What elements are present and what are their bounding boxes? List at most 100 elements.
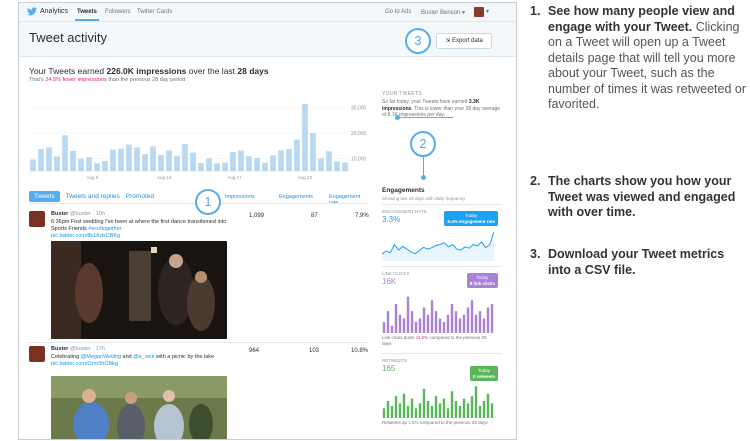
engagement-rate-value: 3.3% xyxy=(382,215,401,224)
mini-bar xyxy=(402,318,406,333)
mini-bar xyxy=(438,403,442,418)
instruction-rest: Clicking on a Tweet will open up a Tweet… xyxy=(548,19,746,112)
x-tick-label: Aug 16 xyxy=(157,175,172,180)
note-change: 11.0% xyxy=(415,335,429,340)
sparkline-area xyxy=(382,231,494,261)
bar xyxy=(150,146,156,171)
go-to-ads-link[interactable]: Go to Ads xyxy=(385,9,412,15)
sparkline xyxy=(382,231,494,255)
mini-bar xyxy=(418,318,422,333)
impressions-value: 964 xyxy=(249,348,260,354)
tab-tweets[interactable]: Tweets xyxy=(29,191,60,202)
nav-tab-followers[interactable]: Followers xyxy=(105,9,131,15)
chevron-down-icon[interactable]: ▾ xyxy=(486,9,490,15)
tab-promoted[interactable]: Promoted xyxy=(125,193,154,200)
tab-tweets-and-replies[interactable]: Tweets and replies xyxy=(65,193,120,200)
engagements-title: Engagements xyxy=(382,187,425,194)
hashtag-link[interactable]: #ecoltogether xyxy=(88,226,122,232)
pic-link[interactable]: pic.twitter.com/Orro5lrCBkg xyxy=(51,361,118,367)
mini-bar xyxy=(486,307,490,333)
mention-link[interactable]: @MeganWelling xyxy=(80,354,122,360)
bar xyxy=(134,147,140,171)
tweet-text: Celebrating @MeganWelling and @e_wsk wit… xyxy=(51,354,231,368)
bar xyxy=(222,162,228,171)
tweet-author[interactable]: Buster @buster · 17h xyxy=(51,346,105,352)
bar xyxy=(230,152,236,171)
mini-bar xyxy=(434,311,438,333)
avatar[interactable] xyxy=(474,7,484,17)
mini-bar xyxy=(482,401,486,418)
instruction-bold: The charts show you how your Tweet was v… xyxy=(548,174,736,219)
avatar[interactable] xyxy=(29,211,45,227)
instruction-body: Download your Tweet metrics into a CSV f… xyxy=(548,247,748,278)
x-tick-label: Aug 23 xyxy=(298,175,313,180)
brand[interactable]: Analytics xyxy=(27,7,68,16)
tweet-body-b: and xyxy=(121,354,134,360)
page-title: Tweet activity xyxy=(29,30,108,45)
analytics-window: Analytics Tweets Followers Twitter Cards… xyxy=(18,2,517,440)
engagement-rate-sparkline xyxy=(382,231,494,261)
callout-connector xyxy=(423,155,424,177)
tweet-text: 6:36pm First wedding I've been at where … xyxy=(51,219,231,240)
mini-bar xyxy=(490,303,494,333)
mini-bar xyxy=(398,314,402,333)
your-tweets-bold: 3.3K impressions xyxy=(382,99,480,112)
user-menu[interactable]: Buster Benson ▾ xyxy=(421,10,466,16)
summary-impressions: 226.0K impressions xyxy=(106,66,187,76)
column-engagements[interactable]: Engagements xyxy=(279,194,313,200)
link-clicks-card[interactable]: LINK CLICKS 16K Today 8 link clicks Link … xyxy=(382,266,502,351)
twitter-bird-icon xyxy=(27,7,37,16)
tweet-author[interactable]: Buster @buster · 10h xyxy=(51,211,105,217)
nav-tab-twitter-cards[interactable]: Twitter Cards xyxy=(137,9,173,15)
pic-link[interactable]: pic.twitter.com/8k1KdxCBKg xyxy=(51,233,121,239)
tweet-photo[interactable] xyxy=(51,241,227,339)
mini-bar xyxy=(430,300,434,333)
mention-link[interactable]: @e_wsk xyxy=(133,354,155,360)
engagements-subtitle: Showing last 28 days with daily frequenc… xyxy=(382,196,466,201)
instruction-body: See how many people view and engage with… xyxy=(548,4,748,113)
retweets-card[interactable]: RETWEETS 165 Today 0 retweets Retweets up… xyxy=(382,353,502,438)
column-engagement-rate[interactable]: Engagement rate xyxy=(329,194,361,206)
impressions-bar-chart: 30,000 20,000 10,000 Aug 9 Aug 16 Aug 17 Aug 2… xyxy=(29,103,367,180)
tweet-body-c: with a picnic by the lake xyxy=(154,354,215,360)
callout-2: 2 xyxy=(410,131,436,157)
nav-tab-tweets[interactable]: Tweets xyxy=(75,9,99,21)
note-change: 1.8% xyxy=(408,420,419,425)
author-name: Buster xyxy=(51,211,69,217)
tweet-photo[interactable] xyxy=(51,376,227,440)
mini-bar xyxy=(422,388,426,418)
mini-bar xyxy=(406,405,410,418)
export-data-button[interactable]: ⇲ Export data xyxy=(436,33,492,49)
bar xyxy=(142,154,148,171)
instruction-body: The charts show you how your Tweet was v… xyxy=(548,174,748,221)
mini-bar xyxy=(434,396,438,418)
mini-bar xyxy=(482,318,486,333)
your-tweets-title: YOUR TWEETS xyxy=(382,91,422,97)
subsummary-change: 24.5% fewer impressions xyxy=(45,77,107,83)
mini-bar xyxy=(410,398,414,418)
mini-bar xyxy=(454,401,458,418)
bar xyxy=(94,163,100,171)
bar xyxy=(286,149,292,171)
avatar[interactable] xyxy=(29,346,45,362)
mini-bar xyxy=(422,307,426,333)
bar xyxy=(246,156,252,171)
mini-bar xyxy=(446,408,450,418)
mini-bar xyxy=(394,396,398,418)
mini-bar xyxy=(390,325,394,333)
column-impressions[interactable]: Impressions xyxy=(225,194,255,200)
instruction-bold: Download your Tweet metrics into a CSV f… xyxy=(548,247,725,277)
mini-bar xyxy=(470,396,474,418)
bar xyxy=(206,158,212,171)
retweets-value: 165 xyxy=(382,364,396,373)
engagement-rate-card[interactable]: ENGAGEMENT RATE 3.3% Today 6.4% engagemen… xyxy=(382,204,502,263)
your-tweets-text-b: . This is lower than your 28 day average… xyxy=(382,105,501,119)
bar xyxy=(190,152,196,171)
tweet-row[interactable]: Buster @buster · 10h 6:36pm First weddin… xyxy=(29,211,369,341)
bar xyxy=(110,149,116,171)
tweet-row[interactable]: Buster @buster · 17h Celebrating @MeganW… xyxy=(29,346,369,440)
instruction-bold: See how many people view and engage with… xyxy=(548,4,735,34)
link-clicks-value: 16K xyxy=(382,277,397,286)
tooltip-day: Today xyxy=(477,368,490,373)
bar xyxy=(46,147,52,171)
